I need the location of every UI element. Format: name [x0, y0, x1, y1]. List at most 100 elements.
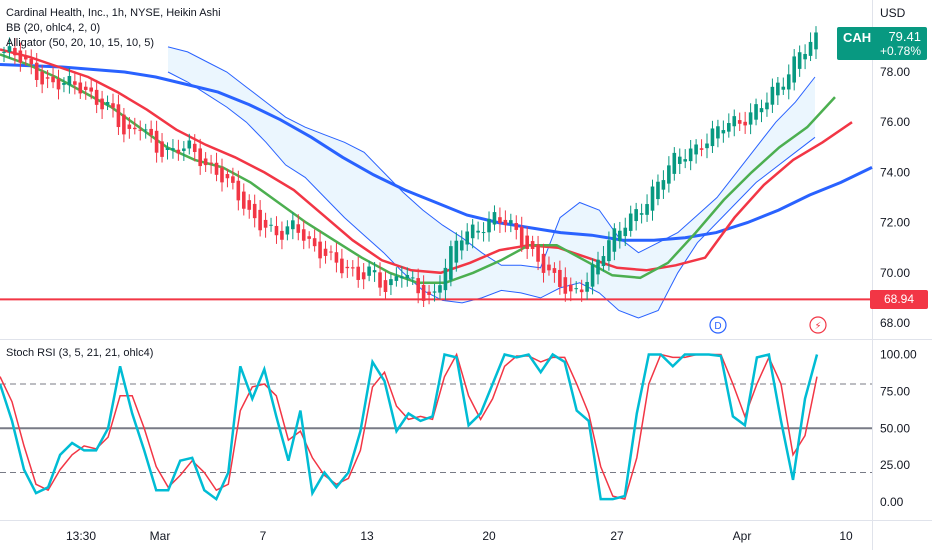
candle-body: [525, 235, 529, 249]
candle-body: [143, 129, 148, 131]
candle-body: [45, 77, 50, 79]
candle-body: [770, 86, 775, 105]
candle-body: [721, 130, 726, 134]
candle-body: [62, 82, 66, 85]
time-tick-label: 13:30: [66, 529, 96, 543]
chart-title: Cardinal Health, Inc., 1h, NYSE, Heikin …: [6, 7, 221, 19]
candle-body: [634, 209, 638, 222]
candle-body: [765, 102, 769, 110]
candle-body: [7, 46, 12, 52]
candle-body: [716, 126, 720, 139]
candle-body: [241, 191, 246, 209]
candle-body: [748, 112, 753, 125]
candle-body: [318, 241, 322, 259]
candle-body: [340, 258, 344, 274]
candle-body: [67, 76, 72, 86]
stoch-tick-label: 25.00: [880, 458, 910, 472]
candle-body: [280, 230, 284, 240]
candle-body: [73, 81, 77, 85]
candle-body: [808, 41, 813, 56]
candle-body: [667, 165, 671, 184]
price-tick-label: 78.00: [880, 65, 910, 79]
stoch-tick-label: 100.00: [880, 348, 917, 362]
candle-body: [160, 141, 164, 157]
candle-body: [470, 224, 475, 239]
candle-body: [111, 103, 115, 108]
dividend-marker-text: D: [714, 321, 721, 332]
candle-body: [781, 86, 786, 90]
candle-body: [416, 278, 420, 294]
candle-body: [694, 144, 698, 155]
candle-body: [737, 120, 742, 124]
bb-legend[interactable]: BB (20, ohlc4, 2, 0): [6, 22, 101, 34]
candle-body: [182, 148, 186, 151]
candle-body: [2, 51, 6, 53]
candle-body: [247, 200, 252, 210]
candle-body: [568, 284, 573, 292]
candle-body: [476, 230, 480, 233]
candle-body: [40, 71, 44, 85]
candle-body: [220, 167, 224, 183]
time-tick-label: Mar: [150, 529, 171, 543]
last-price-tag: CAH 79.41 +0.78%: [837, 27, 927, 60]
stoch-tick-label: 50.00: [880, 421, 910, 435]
candle-body: [459, 240, 464, 251]
candle-body: [274, 225, 279, 236]
candle-body: [116, 104, 121, 128]
candle-body: [710, 128, 715, 147]
candle-body: [421, 284, 426, 301]
candle-body: [688, 148, 693, 162]
candle-body: [149, 128, 153, 136]
candle-body: [258, 209, 262, 231]
candle-body: [503, 219, 508, 226]
time-tick-label: 20: [482, 529, 496, 543]
candle-body: [585, 281, 589, 292]
candle-body: [530, 241, 535, 249]
candle-body: [400, 276, 404, 279]
candle-body: [301, 229, 306, 241]
candle-body: [307, 236, 311, 239]
candle-body: [203, 158, 208, 166]
candle-body: [56, 78, 61, 90]
candle-body: [356, 266, 361, 280]
currency-label: USD: [880, 6, 906, 20]
candle-body: [383, 280, 388, 292]
candle-body: [786, 74, 791, 90]
candle-body: [454, 240, 459, 263]
candle-body: [176, 149, 181, 154]
candle-body: [345, 266, 350, 269]
candle-body: [34, 62, 39, 80]
candle-body: [607, 240, 611, 262]
time-tick-label: 13: [360, 529, 374, 543]
candle-body: [792, 56, 797, 83]
candle-body: [329, 251, 333, 253]
candle-body: [312, 238, 317, 247]
price-tick-label: 74.00: [880, 165, 910, 179]
candle-body: [628, 213, 633, 231]
candle-body: [754, 104, 758, 120]
earnings-marker-circle: [809, 316, 827, 334]
candle-body: [427, 291, 431, 295]
candle-body: [650, 186, 655, 211]
candle-body: [579, 289, 584, 293]
candle-body: [558, 269, 562, 287]
candle-body: [552, 268, 557, 273]
candle-body: [803, 53, 807, 60]
alligator-legend[interactable]: Alligator (50, 20, 10, 15, 10, 5): [6, 37, 154, 49]
candle-body: [225, 174, 230, 179]
candle-body: [236, 180, 241, 201]
candle-body: [252, 203, 257, 219]
candle-body: [83, 86, 88, 90]
alligator-teeth-line: [0, 48, 853, 275]
stoch-tick-label: 0.00: [880, 495, 904, 509]
candle-body: [677, 156, 682, 164]
stoch-rsi-legend[interactable]: Stoch RSI (3, 5, 21, 21, ohlc4): [6, 347, 154, 359]
candle-body: [672, 152, 677, 174]
candle-body: [656, 181, 660, 200]
time-tick-label: Apr: [733, 529, 752, 543]
stoch-tick-label: 75.00: [880, 384, 910, 398]
candle-body: [394, 276, 399, 281]
candle-body: [498, 217, 502, 223]
candle-body: [727, 123, 731, 132]
